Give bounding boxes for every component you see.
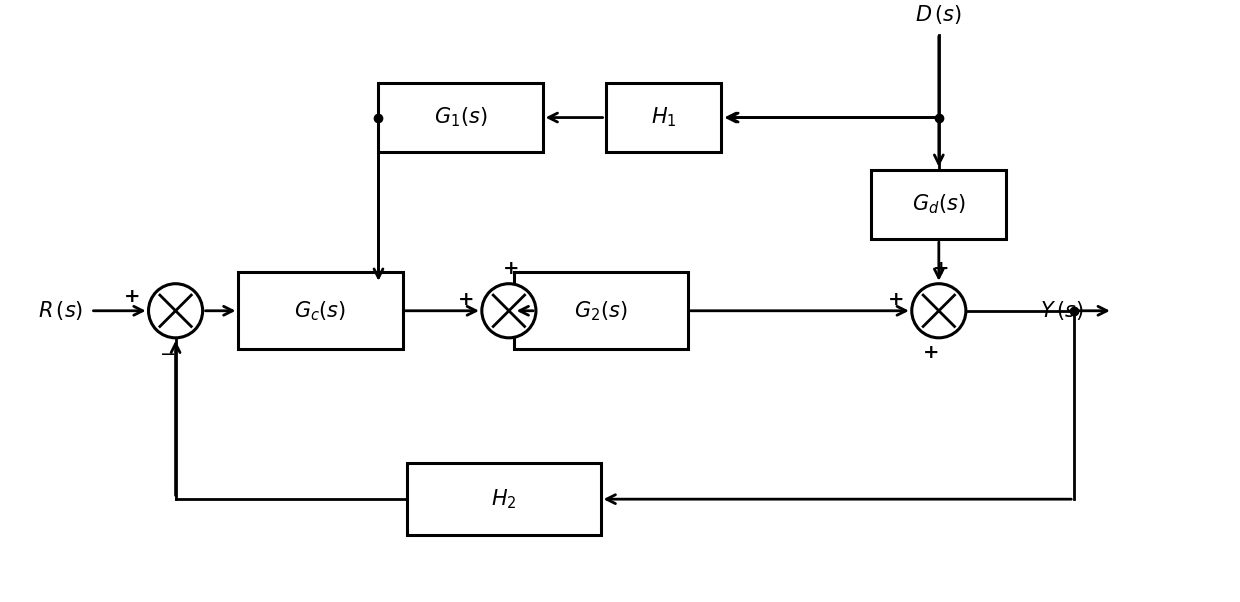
Text: +: + (458, 291, 474, 309)
FancyBboxPatch shape (605, 82, 722, 152)
Text: $R\,(s)$: $R\,(s)$ (38, 299, 83, 322)
Text: +: + (124, 288, 141, 306)
Circle shape (149, 284, 202, 338)
Text: $G_1(s)$: $G_1(s)$ (434, 106, 487, 129)
Text: +: + (503, 260, 520, 278)
Text: $G_2(s)$: $G_2(s)$ (574, 299, 627, 323)
Text: $G_c(s)$: $G_c(s)$ (294, 299, 347, 323)
FancyBboxPatch shape (378, 82, 543, 152)
Text: $D\,(s)$: $D\,(s)$ (915, 3, 962, 26)
FancyBboxPatch shape (513, 272, 688, 349)
Circle shape (482, 284, 536, 338)
FancyBboxPatch shape (408, 463, 600, 535)
Text: $-$: $-$ (159, 344, 176, 362)
FancyBboxPatch shape (238, 272, 403, 349)
Text: +: + (934, 260, 950, 278)
Text: $H_2$: $H_2$ (491, 488, 517, 511)
Text: +: + (888, 291, 904, 309)
Text: $Y\,(s)$: $Y\,(s)$ (1040, 299, 1084, 322)
Circle shape (911, 284, 966, 338)
FancyBboxPatch shape (872, 170, 1007, 239)
Text: +: + (923, 344, 939, 362)
Text: $H_1$: $H_1$ (651, 106, 676, 129)
Text: $G_d(s)$: $G_d(s)$ (913, 193, 966, 216)
